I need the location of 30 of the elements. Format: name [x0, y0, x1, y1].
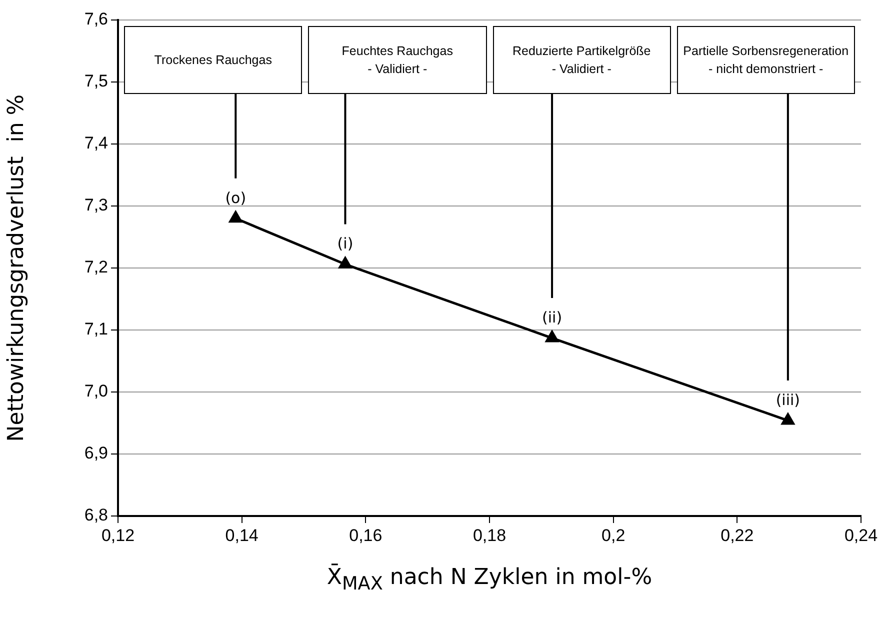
- y-tick-label: 7,0: [84, 382, 108, 401]
- data-label: (o): [225, 188, 246, 207]
- callout-box: Feuchtes Rauchgas - Validiert -: [308, 26, 486, 94]
- y-tick-label: 7,5: [84, 72, 108, 91]
- data-label: (i): [337, 234, 354, 253]
- y-tick-label: 6,9: [84, 444, 108, 463]
- y-tick-label: 7,2: [84, 258, 108, 277]
- y-tick-label: 6,8: [84, 506, 108, 525]
- point: [781, 413, 794, 425]
- data-label: (iii): [776, 390, 800, 409]
- x-tick-label: 0,12: [101, 526, 135, 545]
- x-tick-label: 0,22: [720, 526, 754, 545]
- x-tick-label: 0,14: [225, 526, 258, 545]
- point: [229, 211, 242, 223]
- x-axis-title: X̄$_{MAX}$ nach N Zyklen in mol-%: [326, 565, 654, 594]
- callout-box: Trockenes Rauchgas: [124, 26, 302, 94]
- x-tick-label: 0,24: [844, 526, 878, 545]
- x-tick-label: 0,18: [472, 526, 506, 545]
- y-tick-label: 7,6: [84, 10, 108, 29]
- x-tick-label: 0,16: [349, 526, 382, 545]
- y-tick-label: 7,3: [84, 196, 108, 215]
- y-tick-label: 7,1: [84, 320, 108, 339]
- point: [546, 330, 558, 342]
- callout-box: Partielle Sorbensregeneration - nicht demonstriert -: [676, 26, 855, 94]
- point: [338, 257, 352, 269]
- y-axis-title: Nettowirkungsgradverlust in %: [4, 94, 29, 442]
- data-label: (ii): [542, 308, 562, 326]
- callout-box: Reduzierte Partikelgröße - Validiert -: [492, 26, 671, 94]
- x-tick-label: 0,2: [602, 526, 626, 545]
- y-tick-label: 7,4: [84, 134, 108, 153]
